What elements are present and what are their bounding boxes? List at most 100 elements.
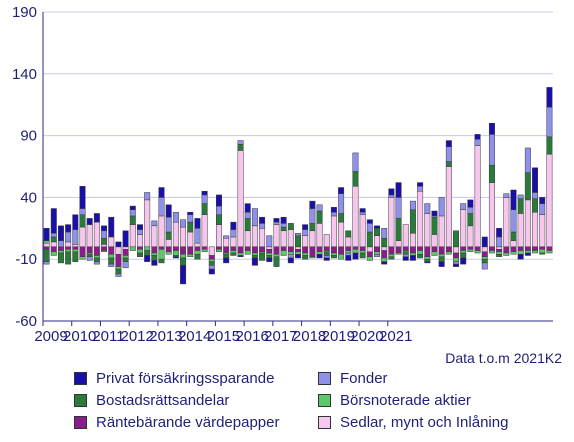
bar-segment-b-rsnoterade-aktier [287, 251, 294, 255]
bar-segment-fonder [129, 209, 136, 217]
bar-segment-r-nteb-rande-v-rdepapper [488, 246, 495, 251]
bar-segment-fonder [208, 265, 215, 270]
bar-segment-b-rsnoterade-aktier [101, 250, 108, 253]
bar-segment-b-rsnoterade-aktier [108, 254, 115, 259]
bar-segment-sedlar-mynt-och-inl-ning [474, 145, 481, 248]
bar-segment-fonder [381, 228, 388, 239]
bar-segment-r-nteb-rande-v-rdepapper [57, 246, 64, 251]
bar-segment-privat-f-rs-kringssparande [510, 189, 517, 211]
bar-segment-b-rsnoterade-aktier [524, 250, 531, 254]
bar-segment-fonder [165, 216, 172, 233]
bar-segment-privat-f-rs-kringssparande [359, 208, 366, 213]
bar-segment-privat-f-rs-kringssparande [424, 261, 431, 264]
bar-segment-privat-f-rs-kringssparande [460, 257, 467, 265]
bar-segment-sedlar-mynt-och-inl-ning [330, 215, 337, 248]
bar-segment-b-rsnoterade-aktier [280, 250, 287, 256]
bar-segment-sedlar-mynt-och-inl-ning [295, 246, 301, 250]
bar-segment-sedlar-mynt-och-inl-ning [172, 221, 179, 248]
bar-segment-b-rsnoterade-aktier [194, 250, 201, 255]
bar-segment-b-rsnoterade-aktier [417, 250, 424, 255]
bar-segment-sedlar-mynt-och-inl-ning [539, 214, 546, 248]
bar-segment-sedlar-mynt-och-inl-ning [208, 246, 215, 256]
legend-item-bostadsratt: Bostadsrättsandelar [74, 392, 229, 409]
bar-segment-sedlar-mynt-och-inl-ning [187, 231, 194, 248]
legend-item-fonder: Fonder [318, 370, 388, 387]
x-tick-label: 2017 [264, 328, 297, 345]
bar-segment-fonder [65, 231, 72, 243]
bar-segment-r-nteb-rande-v-rdepapper [338, 246, 345, 255]
bar-segment-fonder [93, 261, 100, 265]
bar-segment-r-nteb-rande-v-rdepapper [424, 246, 431, 257]
bar-segment-r-nteb-rande-v-rdepapper [460, 246, 467, 251]
bar-segment-privat-f-rs-kringssparande [244, 203, 251, 213]
bar-segment-r-nteb-rande-v-rdepapper [151, 246, 158, 254]
bar-segment-b-rsnoterade-aktier [180, 254, 187, 259]
bar-segment-b-rsnoterade-aktier [517, 250, 524, 255]
bar-segment-bostadsr-ttsandelar [259, 252, 266, 261]
bar-segment-sedlar-mynt-och-inl-ning [460, 209, 467, 248]
bar-segment-sedlar-mynt-och-inl-ning [201, 214, 208, 248]
bar-segment-r-nteb-rande-v-rdepapper [223, 246, 230, 254]
bar-segment-r-nteb-rande-v-rdepapper [158, 246, 165, 250]
bar-segment-sedlar-mynt-och-inl-ning [352, 186, 359, 248]
bar-segment-sedlar-mynt-och-inl-ning [122, 246, 129, 250]
bar-segment-privat-f-rs-kringssparande [129, 205, 136, 211]
bar-segment-r-nteb-rande-v-rdepapper [194, 246, 201, 251]
bar-segment-fonder [409, 200, 416, 211]
bar-segment-bostadsr-ttsandelar [72, 251, 79, 262]
bar-segment-fonder [72, 229, 79, 245]
bar-segment-fonder [546, 106, 553, 138]
bar-segment-fonder [136, 229, 143, 235]
y-tick-label: 140 [12, 66, 37, 83]
bar-segment-b-rsnoterade-aktier [266, 252, 273, 256]
bar-segment-b-rsnoterade-aktier [352, 249, 359, 254]
bar-segment-bostadsr-ttsandelar [460, 252, 467, 259]
bar-segment-sedlar-mynt-och-inl-ning [101, 244, 108, 248]
bar-segment-sedlar-mynt-och-inl-ning [230, 236, 237, 248]
bar-segment-b-rsnoterade-aktier [129, 246, 136, 251]
bar-segment-sedlar-mynt-och-inl-ning [144, 199, 151, 248]
bar-segment-privat-f-rs-kringssparande [151, 260, 158, 266]
bar-segment-r-nteb-rande-v-rdepapper [546, 246, 553, 251]
bar-segment-b-rsnoterade-aktier [72, 249, 79, 253]
bar-segment-bostadsr-ttsandelar [409, 209, 416, 234]
bar-segment-sedlar-mynt-och-inl-ning [287, 229, 294, 248]
bar-segment-r-nteb-rande-v-rdepapper [345, 246, 352, 251]
bar-segment-bostadsr-ttsandelar [388, 256, 395, 260]
bar-segment-fonder [144, 192, 151, 201]
bar-segment-privat-f-rs-kringssparande [266, 257, 273, 262]
bar-segment-privat-f-rs-kringssparande [65, 224, 72, 233]
bar-segment-r-nteb-rande-v-rdepapper [79, 246, 86, 257]
bar-segment-sedlar-mynt-och-inl-ning [194, 242, 201, 248]
bar-segment-r-nteb-rande-v-rdepapper [216, 246, 222, 250]
bar-segment-b-rsnoterade-aktier [79, 256, 86, 260]
legend-swatch [74, 416, 87, 429]
bar-segment-b-rsnoterade-aktier [431, 251, 438, 256]
bar-segment-r-nteb-rande-v-rdepapper [251, 246, 258, 254]
bar-segment-sedlar-mynt-och-inl-ning [338, 221, 345, 248]
bar-segment-privat-f-rs-kringssparande [374, 225, 380, 229]
bar-segment-privat-f-rs-kringssparande [453, 263, 460, 267]
bar-segment-bostadsr-ttsandelar [338, 213, 345, 223]
bar-segment-bostadsr-ttsandelar [424, 258, 431, 262]
bar-segment-fonder [295, 232, 301, 236]
bar-segment-bostadsr-ttsandelar [374, 228, 380, 236]
bar-segment-r-nteb-rande-v-rdepapper [532, 246, 539, 251]
bar-segment-r-nteb-rande-v-rdepapper [453, 252, 460, 259]
bar-segment-fonder [395, 197, 402, 219]
bar-segment-privat-f-rs-kringssparande [481, 236, 488, 248]
bar-segment-bostadsr-ttsandelar [295, 235, 301, 248]
bar-segment-r-nteb-rande-v-rdepapper [524, 246, 531, 251]
bar-segment-sedlar-mynt-och-inl-ning [237, 150, 244, 248]
bar-segment-bostadsr-ttsandelar [194, 254, 201, 260]
bar-segment-sedlar-mynt-och-inl-ning [453, 246, 460, 254]
bar-segment-fonder [158, 197, 165, 217]
bar-segment-fonder [388, 194, 395, 198]
bar-segment-r-nteb-rande-v-rdepapper [366, 251, 373, 257]
bar-segment-r-nteb-rande-v-rdepapper [467, 246, 474, 250]
bar-segment-r-nteb-rande-v-rdepapper [101, 246, 108, 251]
y-tick-label: 190 [12, 4, 37, 21]
bar-segment-b-rsnoterade-aktier [244, 250, 251, 255]
bar-segment-privat-f-rs-kringssparande [467, 199, 474, 208]
